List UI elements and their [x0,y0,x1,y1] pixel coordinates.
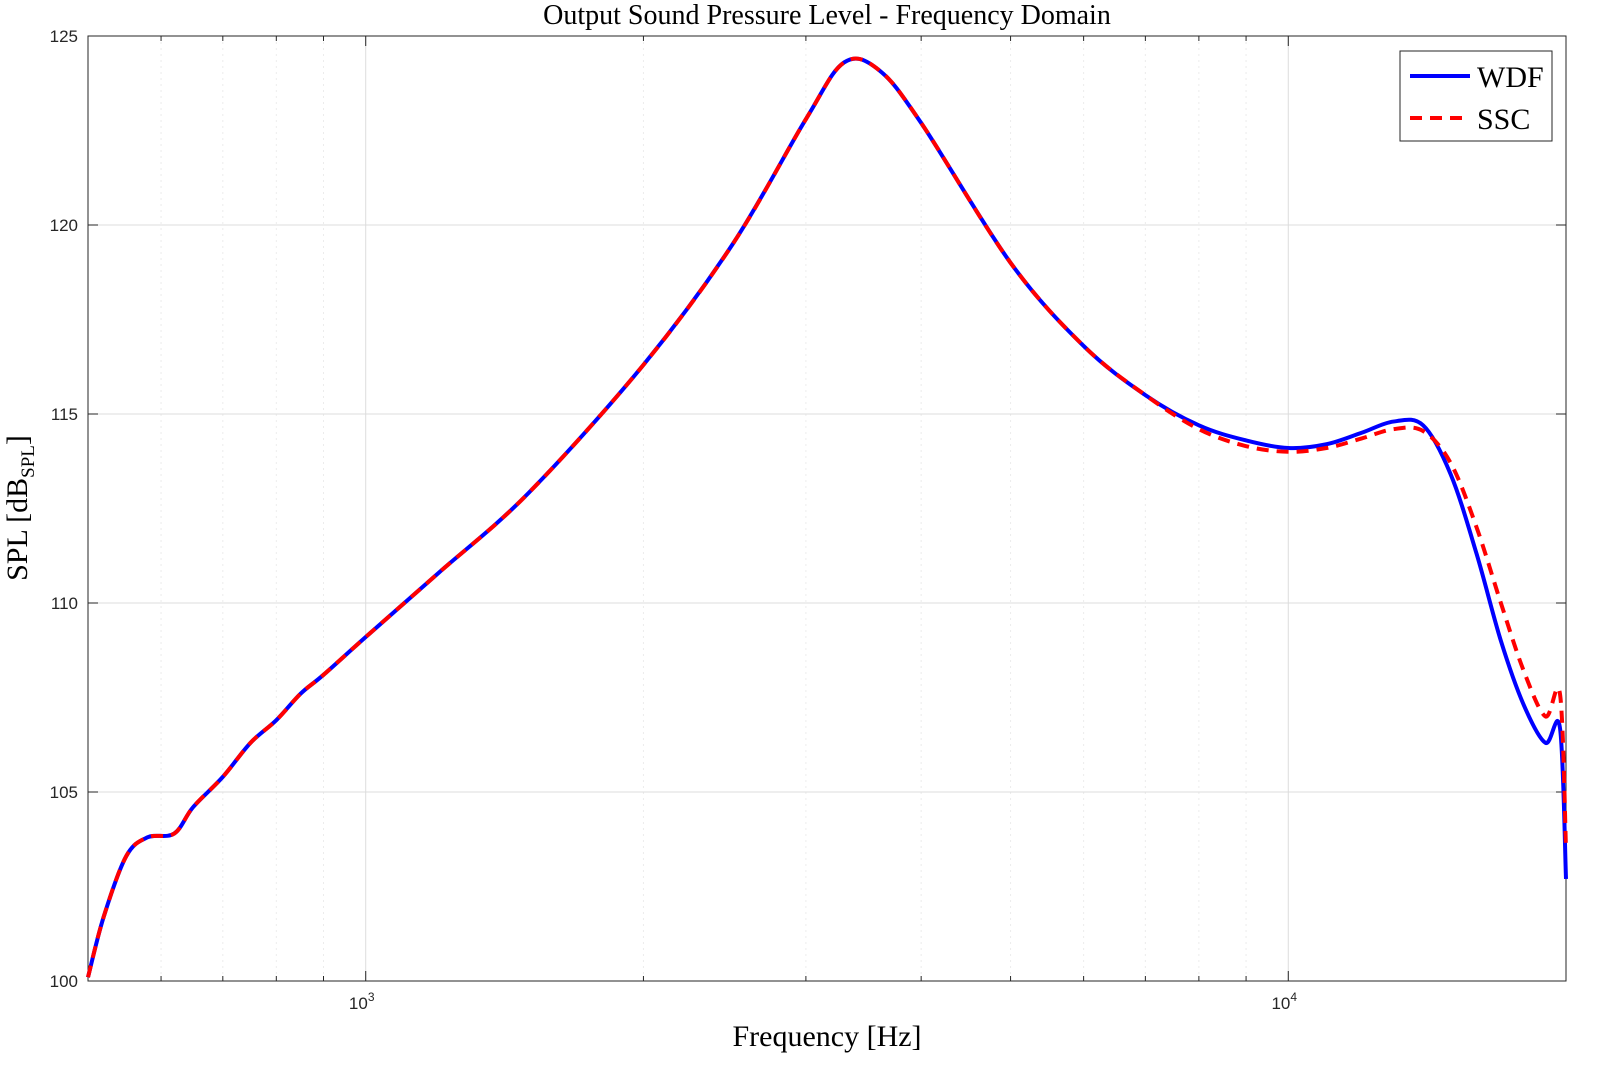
y-axis-label-main: SPL [dB [1,478,34,581]
y-tick-label: 100 [50,972,78,991]
x-tick-exponent: 3 [368,990,375,1004]
y-tick-label: 105 [50,783,78,802]
x-tick-exponent: 4 [1290,990,1297,1004]
x-tick-label: 104 [1271,990,1297,1013]
y-axis-label: SPL [dBSPL] [1,435,39,581]
legend-ssc-label: SSC [1477,103,1530,136]
x-axis-label: Frequency [Hz] [732,1020,921,1053]
legend: WDF SSC [1399,50,1553,142]
chart-title: Output Sound Pressure Level - Frequency … [543,0,1111,31]
x-tick-base: 10 [349,994,368,1013]
y-tick-label: 115 [51,405,78,424]
legend-box [1399,50,1553,142]
y-tick-label: 125 [50,27,78,46]
y-tick-label: 110 [51,594,78,613]
series-layer [86,56,1568,978]
legend-wdf-label: WDF [1477,61,1544,94]
y-axis-label-subscript: SPL [18,445,39,478]
plot-background [88,36,1566,981]
x-tick-label: 103 [349,990,375,1013]
x-tick-base: 10 [1271,994,1290,1013]
y-axis-label-close: ] [1,435,34,445]
y-tick-label: 120 [50,216,78,235]
series-line-ssc [86,56,1568,978]
plot-frame [87,35,1567,982]
